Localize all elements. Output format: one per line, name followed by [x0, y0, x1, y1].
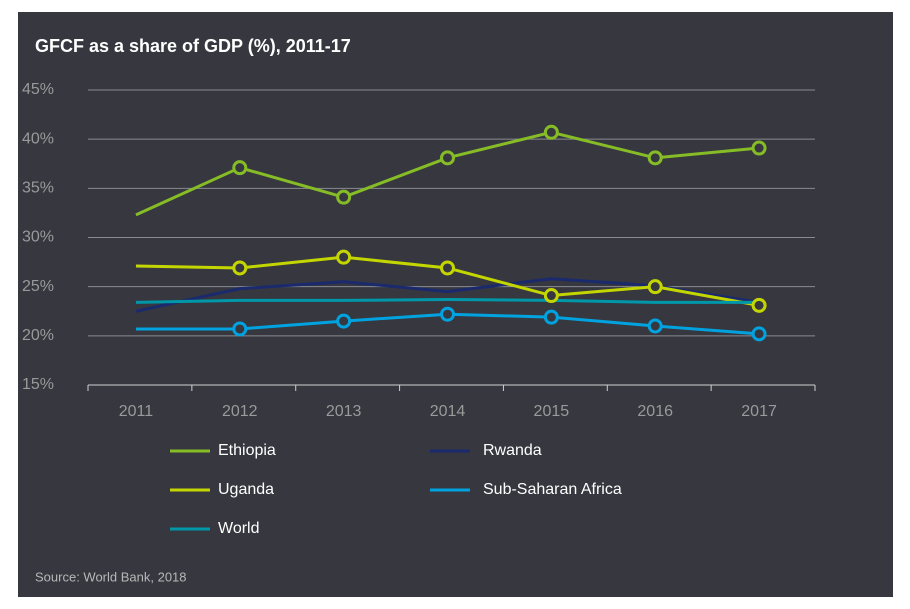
source-note: Source: World Bank, 2018 — [35, 569, 187, 584]
point-marker — [543, 288, 559, 304]
point-marker — [232, 321, 248, 337]
point-marker — [336, 189, 352, 205]
point-marker — [543, 124, 559, 140]
x-tick-label: 2015 — [534, 403, 570, 420]
y-tick-label: 40% — [22, 130, 54, 147]
point-marker — [440, 150, 455, 166]
legend-label: Ethiopia — [218, 442, 276, 459]
point-marker — [336, 249, 352, 265]
point-marker — [751, 140, 767, 156]
y-tick-label: 25% — [22, 278, 54, 295]
y-tick-label: 20% — [22, 327, 54, 344]
x-tick-label: 2013 — [326, 403, 362, 420]
point-marker — [647, 150, 663, 166]
point-marker — [440, 306, 455, 322]
legend-label: Rwanda — [483, 442, 542, 459]
point-marker — [647, 279, 663, 295]
point-marker — [232, 260, 248, 276]
y-tick-label: 45% — [22, 81, 54, 98]
x-tick-label: 2014 — [430, 403, 466, 420]
point-marker — [751, 297, 767, 313]
x-tick-label: 2016 — [637, 403, 673, 420]
point-marker — [647, 318, 663, 334]
legend-label: Sub-Saharan Africa — [483, 481, 622, 498]
legend-label: World — [218, 520, 260, 537]
point-marker — [336, 313, 352, 329]
y-tick-label: 15% — [22, 376, 54, 393]
y-tick-label: 35% — [22, 180, 54, 197]
point-marker — [232, 160, 248, 176]
point-marker — [751, 326, 767, 342]
x-tick-label: 2012 — [222, 403, 258, 420]
point-marker — [440, 260, 455, 276]
x-tick-label: 2017 — [741, 403, 777, 420]
x-tick-label: 2011 — [119, 403, 154, 420]
chart-title: GFCF as a share of GDP (%), 2011-17 — [35, 36, 351, 56]
legend-label: Uganda — [218, 481, 274, 498]
series-line — [135, 297, 760, 304]
point-marker — [543, 309, 559, 325]
y-tick-label: 30% — [22, 229, 54, 246]
